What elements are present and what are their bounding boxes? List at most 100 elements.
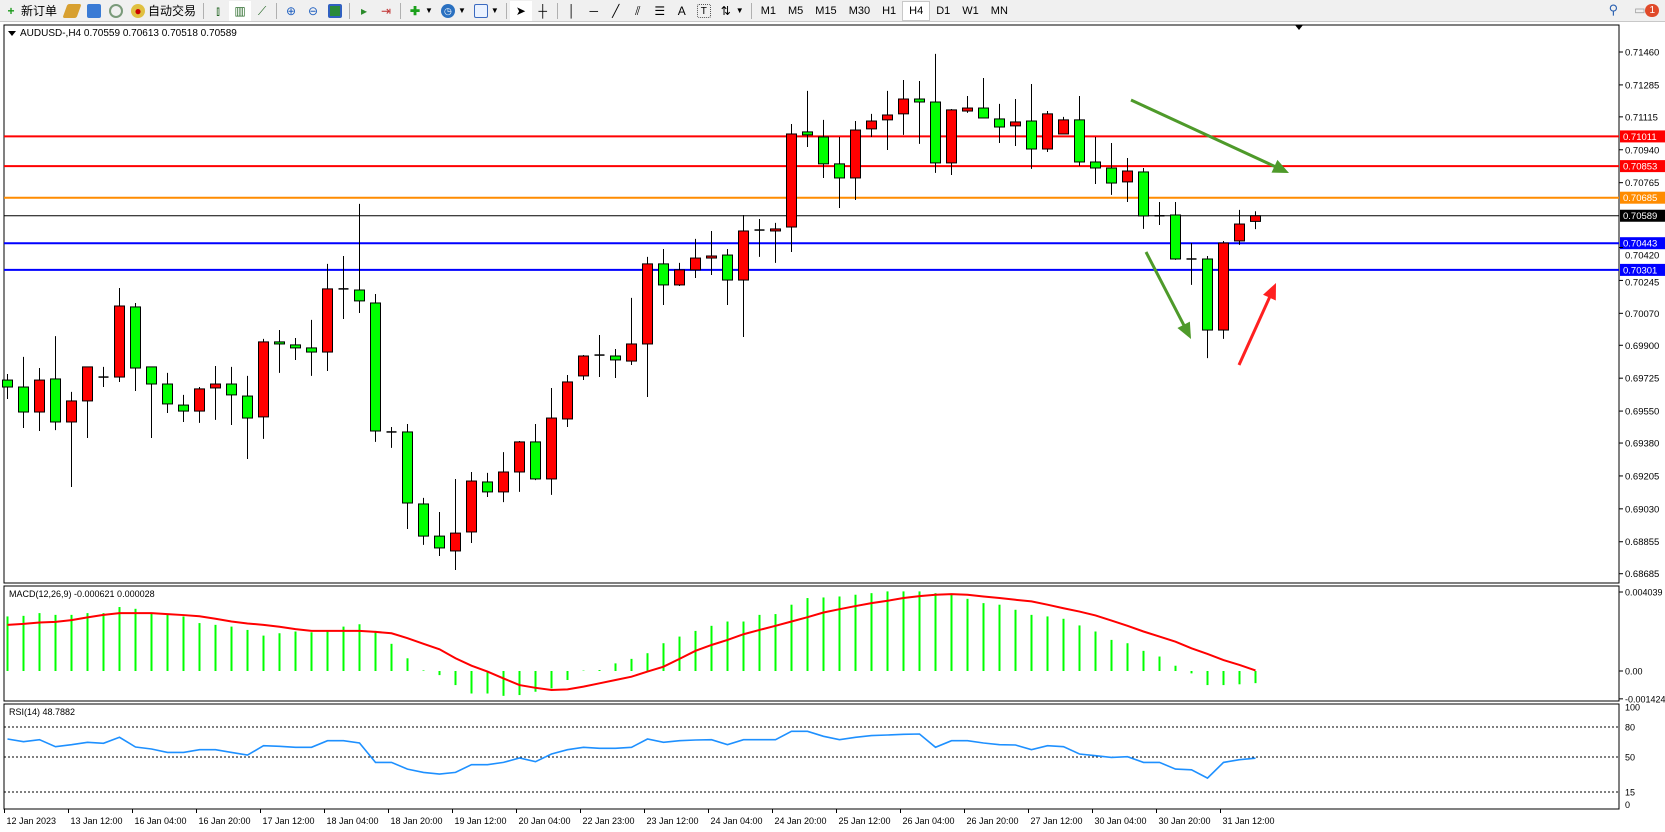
price-tick-label: 0.70070 — [1625, 309, 1659, 320]
arrow-up-head — [1263, 283, 1276, 301]
candle — [498, 452, 509, 503]
candle-body — [562, 381, 573, 420]
auto-trading-label: 自动交易 — [148, 4, 197, 18]
price-level-tag — [1620, 191, 1665, 204]
candle — [578, 355, 589, 381]
zoom-in-button[interactable]: ⊕ — [280, 1, 302, 21]
auto-trading-button[interactable]: ● 自动交易 — [127, 1, 200, 21]
candle-body — [738, 230, 749, 281]
arrow-down-head — [1177, 321, 1191, 339]
candle — [258, 338, 269, 439]
candlestick-button[interactable]: ▥ — [229, 0, 252, 21]
equidistant-channel-tool[interactable]: ⫽ — [627, 1, 649, 21]
date-label: 18 Jan 20:00 — [391, 816, 443, 826]
candles — [2, 53, 1261, 570]
trendline-tool[interactable]: ╱ — [605, 1, 627, 21]
zoom-in-icon: ⊕ — [286, 3, 297, 18]
date-label: 31 Jan 12:00 — [1223, 816, 1275, 826]
candle-body — [978, 107, 989, 119]
candle-body — [770, 228, 781, 232]
arrows-tool[interactable]: ⇅ ▼ — [715, 1, 748, 21]
monitor-icon — [87, 3, 102, 18]
timeframe-d1[interactable]: D1 — [936, 4, 951, 17]
candle-body — [354, 289, 365, 302]
timeframe-m15[interactable]: M15 — [815, 4, 837, 17]
candle-body — [498, 471, 509, 493]
candle-body — [162, 383, 173, 405]
candle — [1170, 202, 1181, 260]
candle — [706, 230, 717, 275]
indicators-button[interactable]: ✚ ▼ — [404, 1, 437, 21]
vertical-line-tool[interactable]: │ — [561, 1, 583, 21]
candle — [274, 330, 285, 373]
separator — [400, 2, 402, 19]
toolbar: + 新订单 ● 自动交易 ⫾ ▥ ⟋ ⊕ ⊖ ▸ ⇥ ✚ ▼ ◷ ▼ ▼ ➤ ┼ │ ─… — [0, 0, 1665, 22]
candle — [482, 472, 493, 497]
zoom-out-button[interactable]: ⊖ — [302, 1, 324, 21]
rsi-tick-label: 100 — [1625, 703, 1640, 713]
candle — [306, 319, 317, 376]
date-label: 30 Jan 04:00 — [1095, 816, 1147, 826]
cursor-tool[interactable]: ➤ — [509, 0, 532, 21]
notifications-button[interactable]: ▭ 1 — [1634, 3, 1659, 17]
arrow-up-line — [1237, 293, 1273, 366]
search-icon[interactable]: ⚲ — [1608, 2, 1619, 17]
date-label: 12 Jan 2023 — [7, 816, 57, 826]
timeframe-m1[interactable]: M1 — [760, 4, 776, 17]
candle — [50, 336, 61, 431]
price-tick-label: 0.69380 — [1625, 439, 1659, 450]
timeframe-h4[interactable]: H4 — [902, 0, 931, 21]
candle — [434, 512, 445, 557]
timeframe-h1[interactable]: H1 — [882, 4, 897, 17]
main-chart-border — [3, 24, 1620, 584]
add-indicator-icon: ✚ — [410, 3, 421, 18]
candlestick-icon: ▥ — [234, 3, 246, 18]
candle — [674, 262, 685, 287]
timeframe-w1[interactable]: W1 — [962, 4, 979, 17]
candle — [114, 287, 125, 382]
candle — [1138, 167, 1149, 229]
tile-windows-button[interactable] — [324, 1, 346, 21]
dropdown-arrow-icon: ▼ — [490, 6, 499, 15]
market-watch-button[interactable] — [61, 1, 83, 21]
auto-scroll-button[interactable]: ▸ — [353, 1, 375, 21]
candle — [1250, 211, 1261, 230]
candle-body — [994, 118, 1005, 128]
templates-button[interactable]: ▼ — [470, 1, 503, 21]
terminal-button[interactable] — [83, 1, 105, 21]
chart-shift-button[interactable]: ⇥ — [375, 1, 397, 21]
clock-icon: ◷ — [440, 3, 455, 18]
candle-body — [82, 366, 93, 402]
chart-shift-marker[interactable] — [1295, 25, 1303, 30]
signals-button[interactable] — [105, 1, 127, 21]
text-tool[interactable]: A — [671, 1, 693, 21]
trendline-icon: ╱ — [612, 3, 620, 18]
candle-body — [802, 131, 813, 136]
chart-menu-triangle-icon[interactable] — [8, 31, 16, 36]
horizontal-line-tool[interactable]: ─ — [583, 1, 605, 21]
macd-tick-label: -0.001424 — [1625, 694, 1665, 704]
periods-button[interactable]: ◷ ▼ — [437, 1, 470, 21]
macd-indicator: 0.004039 0.00 -0.001424 — [6, 588, 1665, 704]
timeframe-m5[interactable]: M5 — [788, 4, 804, 17]
new-order-label: 新订单 — [21, 4, 58, 18]
timeframe-mn[interactable]: MN — [990, 4, 1008, 17]
price-tick-label: 0.71460 — [1625, 48, 1659, 59]
candle-body — [866, 120, 877, 130]
fibonacci-tool[interactable]: ☰ — [649, 1, 671, 21]
crosshair-tool[interactable]: ┼ — [532, 1, 554, 21]
timeframe-m30[interactable]: M30 — [848, 4, 871, 17]
date-label: 24 Jan 04:00 — [711, 816, 763, 826]
new-order-button[interactable]: + 新订单 — [0, 1, 61, 21]
candle-body — [610, 355, 621, 361]
candle — [418, 497, 429, 545]
candle — [818, 119, 829, 178]
text-label-tool[interactable]: T — [693, 1, 715, 21]
separator — [505, 2, 507, 19]
bar-chart-button[interactable]: ⫾ — [207, 1, 229, 21]
candle-body — [434, 535, 445, 549]
candle-body — [1010, 121, 1021, 127]
line-chart-button[interactable]: ⟋ — [251, 1, 273, 21]
candle — [1218, 240, 1229, 339]
